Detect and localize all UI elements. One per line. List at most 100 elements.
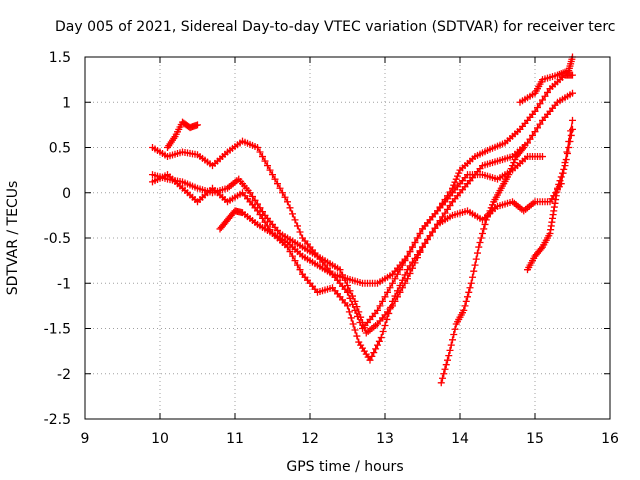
chart-title: Day 005 of 2021, Sidereal Day-to-day VTE… (55, 19, 615, 35)
data-point-marker (396, 282, 404, 290)
data-point-marker (541, 92, 549, 100)
x-tick-label: 10 (151, 431, 169, 447)
y-tick-label: 0.5 (49, 141, 71, 157)
data-point-marker (349, 292, 356, 300)
data-point-marker (355, 308, 363, 316)
data-point-marker (526, 135, 534, 143)
data-point-marker (409, 258, 416, 266)
data-point-marker (259, 214, 266, 222)
data-point-marker (442, 361, 450, 369)
data-point-marker (507, 165, 515, 173)
data-point-marker (534, 104, 541, 112)
data-point-marker (274, 180, 281, 188)
data-point-marker (379, 297, 386, 305)
data-point-marker (560, 165, 568, 173)
data-point-marker (539, 96, 546, 104)
data-point-marker (271, 175, 279, 183)
data-point-marker (566, 137, 574, 145)
data-point-marker (445, 352, 453, 360)
data-point-marker (296, 266, 304, 274)
data-point-marker (475, 243, 483, 251)
data-point-marker (465, 288, 473, 296)
data-point-marker (421, 239, 429, 247)
data-point-marker (455, 169, 463, 177)
series-arc-3 (149, 116, 576, 364)
data-point-marker (462, 297, 470, 305)
data-point-marker (357, 313, 365, 321)
y-tick-label: -0.5 (44, 231, 71, 247)
data-point-marker (441, 209, 449, 217)
series-arc-6 (437, 144, 528, 387)
tick-labels-layer: 9 10 11 12 13 14 15 16 -2.5 -2 -1.5 -1 -0.5 0 0.5 1 1.5 (44, 50, 619, 447)
data-point-marker (391, 275, 399, 283)
data-point-marker (565, 144, 573, 151)
data-point-marker (567, 131, 575, 139)
data-point-marker (544, 88, 551, 96)
data-point-marker (385, 309, 393, 317)
x-tick-label: 14 (451, 431, 469, 447)
ticks-layer (84, 56, 611, 420)
data-point-marker (246, 189, 254, 197)
data-point-marker (426, 232, 434, 240)
data-point-marker (555, 180, 563, 188)
data-point-marker (360, 324, 368, 332)
y-tick-label: 1 (62, 95, 71, 111)
y-tick-label: 0 (62, 186, 71, 202)
data-point-marker (449, 336, 456, 344)
data-point-marker (281, 193, 289, 201)
data-point-marker (460, 306, 468, 314)
data-point-marker (353, 303, 361, 311)
data-point-marker (537, 245, 545, 253)
data-point-marker (414, 234, 421, 242)
data-point-marker (261, 218, 269, 226)
data-point-marker (394, 287, 401, 295)
data-point-marker (539, 153, 546, 161)
data-point-marker (464, 293, 471, 301)
data-point-marker (554, 184, 561, 192)
data-point-marker (564, 150, 571, 158)
data-point-marker (451, 325, 459, 333)
x-tick-label: 16 (601, 431, 619, 447)
data-point-marker (536, 100, 544, 108)
data-point-marker (531, 107, 539, 115)
data-point-marker (510, 159, 518, 167)
data-point-marker (344, 282, 351, 290)
data-point-marker (349, 320, 357, 328)
data-point-marker (444, 205, 451, 213)
data-point-marker (269, 171, 276, 179)
data-point-marker (351, 306, 359, 314)
data-point-marker (254, 144, 261, 151)
data-point-marker (404, 252, 411, 260)
data-point-marker (444, 356, 451, 364)
series-arc-4 (164, 118, 201, 151)
data-point-marker (424, 236, 431, 244)
data-point-marker (489, 201, 496, 209)
data-point-marker (536, 120, 544, 128)
data-point-marker (256, 148, 264, 156)
data-point-marker (429, 228, 436, 236)
data-point-marker (470, 267, 478, 275)
data-point-marker (266, 166, 274, 174)
y-axis-label: SDTVAR / TECUs (5, 181, 21, 296)
data-point-marker (279, 189, 286, 197)
data-point-marker (484, 213, 491, 221)
data-point-marker (440, 370, 448, 378)
series-arc-7 (524, 125, 576, 274)
data-point-marker (391, 292, 399, 300)
data-point-marker (480, 225, 488, 233)
data-point-marker (386, 284, 394, 292)
data-point-marker (466, 284, 474, 292)
data-point-marker (404, 266, 411, 274)
data-point-marker (441, 365, 449, 373)
data-point-marker (353, 332, 361, 340)
data-point-marker (259, 153, 266, 161)
data-point-marker (569, 116, 576, 124)
data-point-marker (366, 356, 374, 364)
data-point-marker (416, 247, 424, 255)
data-point-marker (359, 318, 366, 326)
data-point-marker (370, 349, 378, 357)
data-point-marker (476, 239, 484, 247)
data-point-marker (529, 131, 536, 139)
data-point-marker (254, 200, 261, 208)
data-point-marker (452, 175, 460, 183)
